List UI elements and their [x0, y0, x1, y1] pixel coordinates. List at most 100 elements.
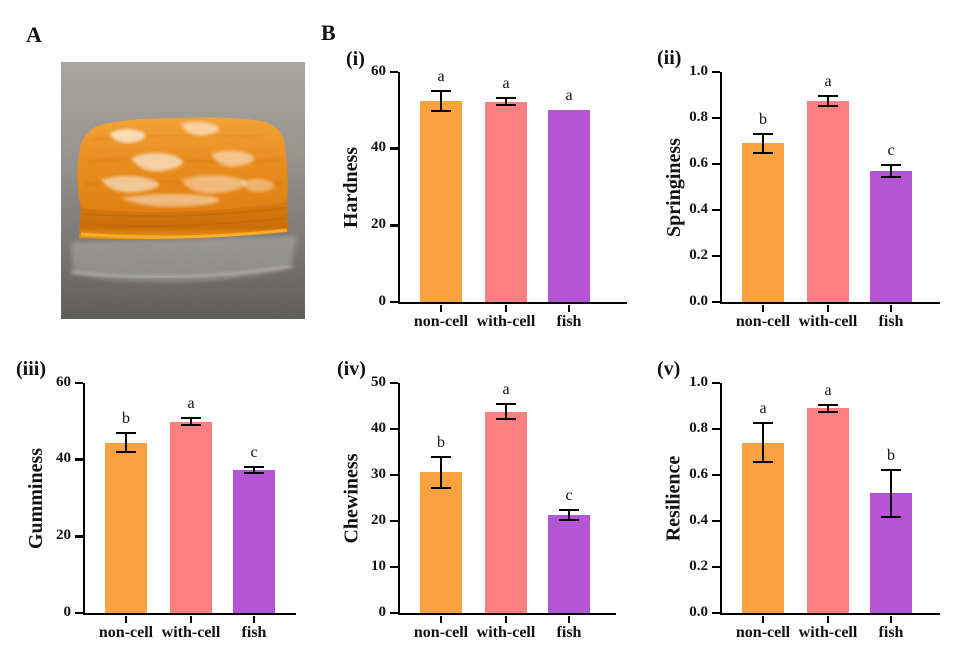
error-bar-cap-bottom — [559, 518, 579, 521]
y-tick-label: 60 — [56, 373, 71, 390]
chart-iii-sublabel: (iii) — [16, 358, 46, 380]
gel-sample-photo-art — [61, 62, 305, 319]
y-tick-mark — [712, 254, 720, 258]
y-tick-mark — [712, 473, 720, 477]
significance-letter: a — [824, 72, 832, 90]
y-tick-mark — [390, 70, 398, 74]
error-bar-cap-top — [431, 89, 451, 92]
y-tick-label: 0.8 — [689, 108, 708, 125]
significance-letter: a — [565, 87, 573, 105]
x-tick-mark — [826, 304, 830, 312]
error-bar-line — [190, 418, 192, 426]
error-bar-cap-bottom — [431, 486, 451, 489]
error-bar-cap-bottom — [881, 176, 901, 179]
error-bar-cap-bottom — [818, 104, 838, 107]
bar-with-cell — [807, 100, 849, 302]
bar-with-cell — [807, 408, 849, 613]
chart-iv-ylabel: Chewiness — [338, 383, 366, 613]
y-tick-mark — [390, 147, 398, 150]
y-tick-label: 0.2 — [689, 246, 708, 263]
error-bar-line — [762, 133, 764, 153]
bar-non-cell — [420, 472, 462, 613]
category-label-with-cell: with-cell — [161, 624, 221, 641]
chart-i-plot-area — [398, 72, 627, 304]
y-tick-mark — [75, 535, 83, 538]
x-tick-mark — [504, 304, 508, 312]
x-tick-mark — [761, 304, 765, 312]
error-bar-cap-top — [818, 403, 838, 406]
category-label-non-cell: non-cell — [413, 624, 469, 641]
category-label-fish: fish — [878, 313, 904, 330]
y-tick-mark — [390, 473, 398, 477]
bar-fish — [548, 110, 590, 302]
bar-fish — [233, 469, 275, 613]
category-label-with-cell: with-cell — [798, 313, 858, 330]
y-tick-mark — [712, 565, 720, 569]
y-tick-mark — [712, 381, 720, 385]
bar-non-cell — [420, 100, 462, 302]
chart-iv-sublabel: (iv) — [337, 358, 366, 380]
chart-ii-ylabel-text: Springiness — [662, 137, 685, 237]
chart-ii-ylabel: Springiness — [660, 72, 688, 302]
y-tick-label: 0 — [378, 292, 387, 309]
error-bar-cap-top — [559, 509, 579, 512]
error-bar-cap-bottom — [818, 410, 838, 413]
significance-letter: c — [250, 443, 258, 461]
significance-letter: b — [887, 446, 895, 464]
chart-v-sublabel: (v) — [657, 358, 681, 380]
y-tick-label: 0.4 — [689, 200, 708, 217]
y-tick-label: 20 — [371, 511, 386, 528]
gel-sample-photo — [61, 62, 305, 319]
error-bar-cap-top — [881, 163, 901, 166]
y-tick-mark — [75, 458, 83, 461]
y-tick-mark — [712, 116, 720, 120]
significance-letter: c — [565, 487, 573, 505]
y-tick-mark — [75, 611, 83, 615]
significance-letter: b — [122, 410, 130, 428]
category-label-with-cell: with-cell — [476, 624, 536, 641]
category-label-non-cell: non-cell — [413, 313, 469, 330]
error-bar-line — [253, 466, 255, 473]
y-tick-mark — [75, 381, 83, 385]
category-label-non-cell: non-cell — [98, 624, 154, 641]
significance-letter: c — [887, 141, 895, 159]
y-tick-mark — [712, 162, 720, 166]
error-bar-cap-top — [818, 94, 838, 97]
error-bar-cap-top — [496, 97, 516, 100]
x-tick-mark — [826, 615, 830, 623]
y-tick-label: 0 — [378, 603, 387, 620]
error-bar-line — [890, 164, 892, 178]
chart-v-plot-area — [720, 383, 940, 615]
y-tick-label: 0.0 — [689, 603, 708, 620]
error-bar-line — [125, 433, 127, 453]
y-tick-label: 60 — [371, 62, 386, 79]
significance-letter: a — [824, 381, 832, 399]
error-bar-cap-bottom — [753, 461, 773, 464]
y-tick-label: 40 — [56, 450, 71, 467]
y-tick-label: 20 — [56, 526, 71, 543]
category-label-fish: fish — [556, 624, 582, 641]
category-label-with-cell: with-cell — [476, 313, 536, 330]
y-tick-mark — [390, 519, 398, 523]
y-tick-mark — [390, 565, 398, 569]
error-bar-line — [568, 510, 570, 520]
significance-letter: a — [437, 67, 445, 85]
y-tick-mark — [390, 427, 398, 431]
y-tick-label: 0.8 — [689, 419, 708, 436]
category-label-fish: fish — [241, 624, 267, 641]
y-tick-label: 0.0 — [689, 292, 708, 309]
error-bar-cap-bottom — [496, 103, 516, 106]
error-bar-line — [440, 90, 442, 111]
y-tick-label: 10 — [371, 557, 386, 574]
y-tick-label: 1.0 — [689, 373, 708, 390]
x-tick-mark — [124, 615, 128, 623]
x-tick-mark — [567, 615, 571, 623]
y-tick-mark — [712, 70, 720, 74]
x-tick-mark — [889, 615, 893, 623]
error-bar-line — [762, 423, 764, 463]
x-tick-mark — [252, 615, 256, 623]
y-tick-label: 50 — [371, 373, 386, 390]
error-bar-cap-bottom — [244, 471, 264, 474]
error-bar-cap-top — [496, 402, 516, 405]
